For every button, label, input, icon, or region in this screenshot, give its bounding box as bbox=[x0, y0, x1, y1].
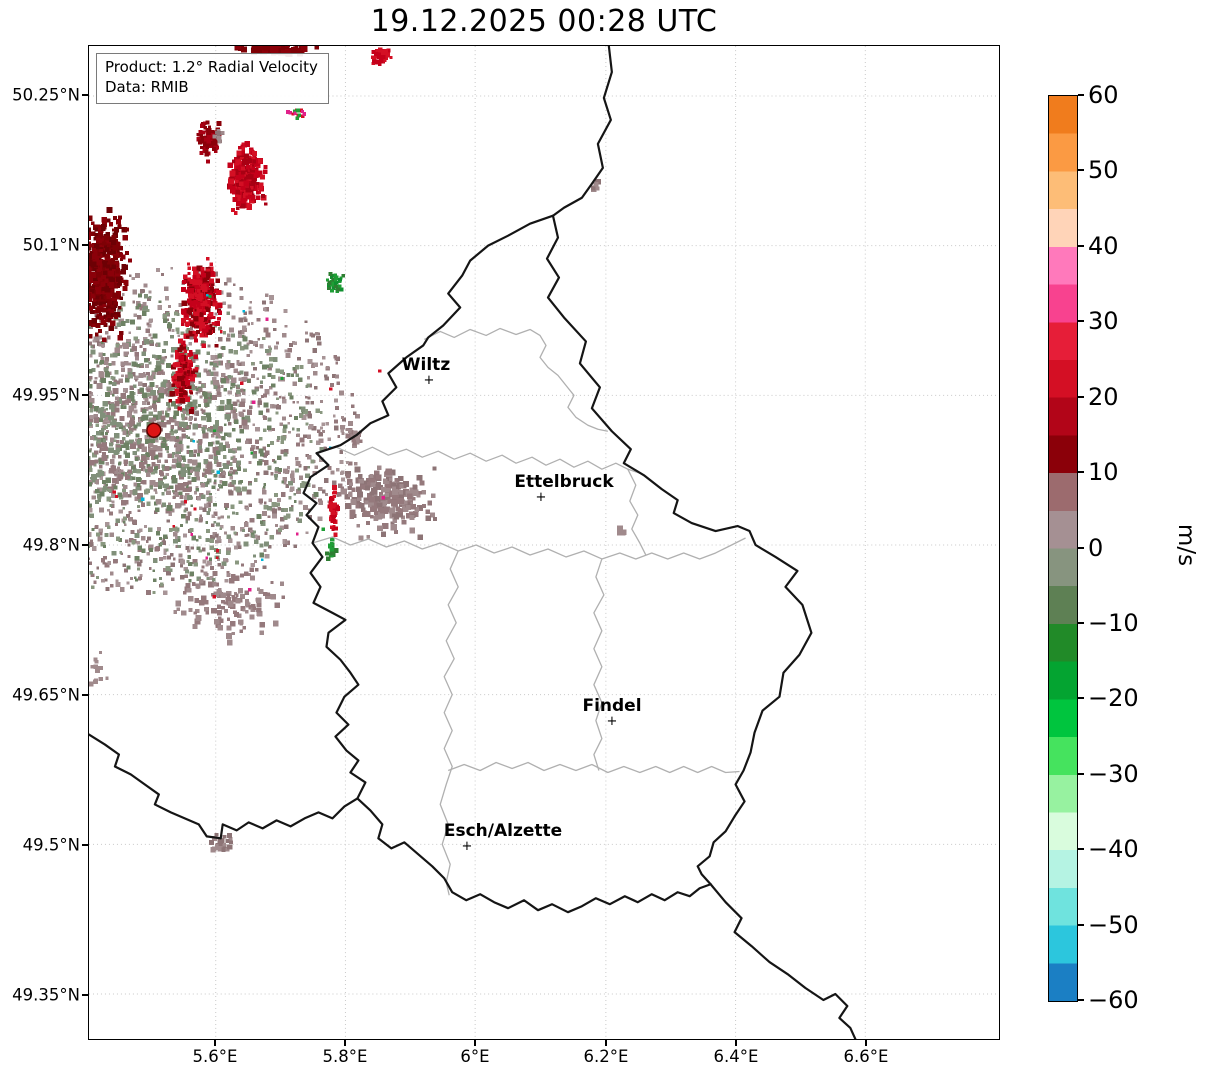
figure-title: 19.12.2025 00:28 UTC bbox=[370, 4, 718, 39]
colorbar-tick-label: 20 bbox=[1088, 383, 1119, 411]
colorbar-tick-mark bbox=[1078, 320, 1084, 322]
x-tick-mark bbox=[214, 1040, 216, 1046]
colorbar-tick-mark bbox=[1078, 245, 1084, 247]
y-tick-mark bbox=[82, 994, 88, 996]
colorbar-tick-label: −30 bbox=[1088, 760, 1139, 788]
colorbar-tick-label: 50 bbox=[1088, 156, 1119, 184]
y-tick-label: 49.95°N bbox=[12, 385, 80, 405]
colorbar-tick-mark bbox=[1078, 622, 1084, 624]
x-tick-mark bbox=[865, 1040, 867, 1046]
y-tick-mark bbox=[82, 694, 88, 696]
colorbar-tick-label: 60 bbox=[1088, 81, 1119, 109]
gridlines bbox=[89, 46, 999, 1039]
district-border-path bbox=[316, 446, 640, 474]
radar-pixel-layer bbox=[89, 46, 627, 853]
colorbar-tick-mark bbox=[1078, 848, 1084, 850]
city-label-findel: Findel bbox=[582, 696, 642, 716]
colorbar-tick-mark bbox=[1078, 396, 1084, 398]
y-tick-label: 49.35°N bbox=[12, 985, 80, 1005]
x-tick-mark bbox=[735, 1040, 737, 1046]
city-marker-icon: + bbox=[606, 713, 618, 729]
radar-site-marker bbox=[146, 422, 162, 438]
x-tick-mark bbox=[605, 1040, 607, 1046]
district-border-path bbox=[423, 327, 608, 432]
colorbar-tick-label: −60 bbox=[1088, 986, 1139, 1014]
x-tick-mark bbox=[344, 1040, 346, 1046]
product-info-box: Product: 1.2° Radial Velocity Data: RMIB bbox=[96, 53, 329, 104]
colorbar-tick-label: 0 bbox=[1088, 534, 1104, 562]
colorbar bbox=[1048, 95, 1078, 1002]
colorbar-tick-label: 40 bbox=[1088, 232, 1119, 260]
district-borders bbox=[312, 327, 746, 896]
colorbar-tick-mark bbox=[1078, 999, 1084, 1001]
city-marker-icon: + bbox=[461, 838, 473, 854]
border-luxembourg-france bbox=[356, 797, 712, 914]
colorbar-tick-label: 30 bbox=[1088, 307, 1119, 335]
y-tick-label: 49.5°N bbox=[22, 835, 80, 855]
x-tick-label: 6.6°E bbox=[843, 1047, 889, 1066]
border-luxembourg-germany bbox=[545, 214, 813, 886]
city-label-esch-alzette: Esch/Alzette bbox=[443, 821, 563, 841]
colorbar-tick-label: −10 bbox=[1088, 609, 1139, 637]
y-tick-label: 49.65°N bbox=[12, 685, 80, 705]
y-tick-mark bbox=[82, 544, 88, 546]
district-border-path bbox=[439, 550, 459, 896]
y-tick-mark bbox=[82, 394, 88, 396]
y-tick-label: 50.25°N bbox=[12, 85, 80, 105]
x-tick-label: 6.2°E bbox=[583, 1047, 629, 1066]
colorbar-tick-label: −20 bbox=[1088, 684, 1139, 712]
border-luxembourg-belgium bbox=[302, 214, 555, 800]
x-tick-label: 6.4°E bbox=[713, 1047, 759, 1066]
map-plot: Product: 1.2° Radial Velocity Data: RMIB… bbox=[88, 45, 1000, 1040]
colorbar-tick-mark bbox=[1078, 94, 1084, 96]
district-border-path bbox=[447, 761, 740, 774]
y-tick-label: 49.8°N bbox=[22, 535, 80, 555]
x-tick-mark bbox=[474, 1040, 476, 1046]
district-border-path bbox=[627, 468, 647, 556]
x-tick-label: 5.6°E bbox=[192, 1047, 238, 1066]
colorbar-units-label: m/s bbox=[1173, 523, 1199, 567]
border-belgium-germany bbox=[551, 46, 613, 217]
colorbar-tick-mark bbox=[1078, 924, 1084, 926]
city-label-ettelbruck: Ettelbruck bbox=[514, 472, 614, 492]
colorbar-tick-mark bbox=[1078, 471, 1084, 473]
y-tick-mark bbox=[82, 244, 88, 246]
city-marker-icon: + bbox=[535, 489, 547, 505]
colorbar-gradient bbox=[1049, 96, 1077, 1001]
y-tick-mark bbox=[82, 844, 88, 846]
country-borders bbox=[89, 46, 857, 1039]
product-info-line2: Data: RMIB bbox=[105, 78, 189, 97]
colorbar-tick-label: −40 bbox=[1088, 835, 1139, 863]
colorbar-tick-mark bbox=[1078, 773, 1084, 775]
city-marker-icon: + bbox=[423, 372, 435, 388]
border-france-germany bbox=[709, 883, 857, 1039]
y-tick-label: 50.1°N bbox=[22, 235, 80, 255]
colorbar-tick-mark bbox=[1078, 169, 1084, 171]
city-label-wiltz: Wiltz bbox=[401, 355, 451, 375]
colorbar-tick-mark bbox=[1078, 697, 1084, 699]
colorbar-tick-label: 10 bbox=[1088, 458, 1119, 486]
border-france-belgium bbox=[89, 733, 359, 840]
colorbar-tick-label: −50 bbox=[1088, 911, 1139, 939]
product-info-line1: Product: 1.2° Radial Velocity bbox=[105, 58, 318, 76]
y-tick-mark bbox=[82, 94, 88, 96]
colorbar-tick-mark bbox=[1078, 547, 1084, 549]
x-tick-label: 6°E bbox=[460, 1047, 490, 1066]
district-border-path bbox=[593, 558, 605, 771]
district-border-path bbox=[312, 536, 746, 560]
map-svg bbox=[89, 46, 999, 1039]
x-tick-label: 5.8°E bbox=[322, 1047, 368, 1066]
